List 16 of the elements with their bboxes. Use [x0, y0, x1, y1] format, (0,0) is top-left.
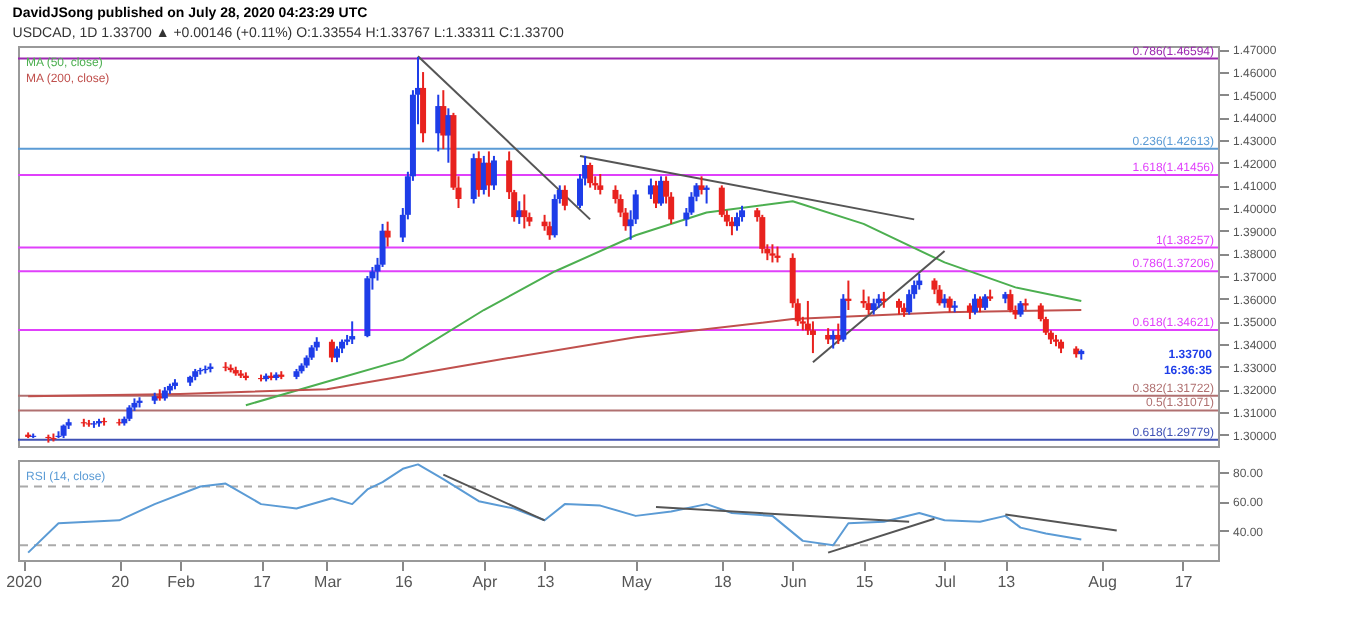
x-tick-label: 17 — [1174, 573, 1194, 591]
x-tick-label: 13 — [536, 573, 556, 591]
x-tick-label: Mar — [314, 573, 343, 591]
x-tick-label: Jul — [935, 573, 957, 591]
x-tick-label: Feb — [167, 573, 196, 591]
x-tick-label: May — [621, 573, 652, 591]
x-tick-label: 20 — [111, 573, 131, 591]
x-tick-label: 15 — [855, 573, 875, 591]
x-tick-label: 16 — [394, 573, 414, 591]
x-tick-label: Aug — [1088, 573, 1117, 591]
x-tick-label: 17 — [253, 573, 273, 591]
x-tick-label: 2020 — [6, 573, 43, 591]
x-tick-label: Jun — [780, 573, 807, 591]
x-tick-label: 13 — [997, 573, 1017, 591]
x-tick-label: Apr — [472, 573, 498, 591]
x-tick-label: 18 — [713, 573, 733, 591]
